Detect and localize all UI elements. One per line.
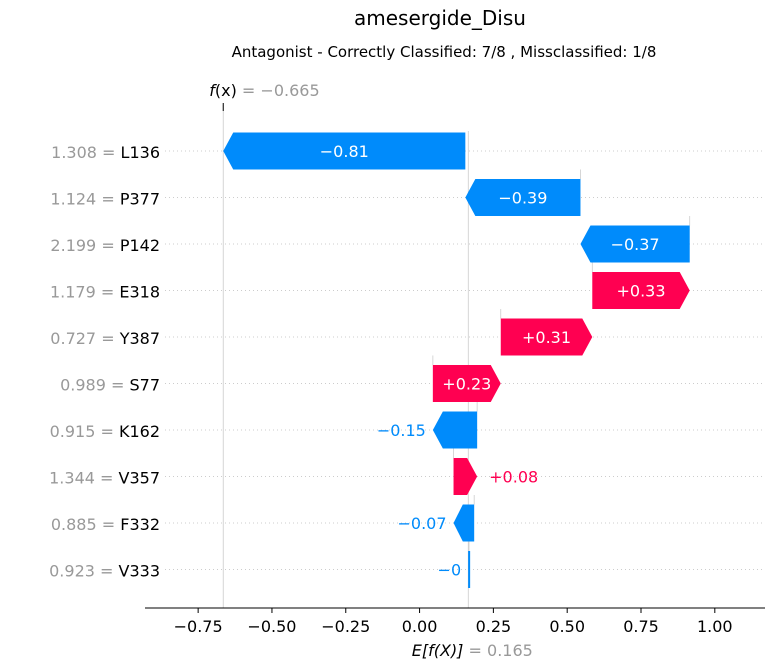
bar-V333 <box>468 551 471 588</box>
x-tick-label: 0.00 <box>402 617 438 636</box>
x-tick-label: −0.75 <box>174 617 223 636</box>
feature-name: S77 <box>129 376 160 395</box>
bar-Y387 <box>500 318 593 356</box>
feature-value: 0.885 = <box>51 515 120 534</box>
x-axis: −0.75 −0.50 −0.25 0.00 0.25 0.50 0.75 1.00 <box>145 607 765 636</box>
feature-name: V333 <box>119 562 160 581</box>
feature-label: 0.885 = F332 <box>51 515 160 534</box>
feature-label: 1.344 = V357 <box>49 469 160 488</box>
feature-name: K162 <box>119 422 160 441</box>
feature-label: 1.308 = L136 <box>51 143 160 162</box>
bar-P377 <box>465 179 581 216</box>
bar-S77 <box>432 365 501 402</box>
bar-K162 <box>432 411 478 449</box>
feature-labels: 1.308 = L136 1.124 = P377 2.199 = P142 1.17… <box>49 143 160 581</box>
feature-value: 2.199 = <box>50 236 119 255</box>
feature-label: 0.727 = Y387 <box>50 329 160 348</box>
bars-layer: −0.81 −0.39 −0.37 +0.33 +0.31 +0.23 −0.15 +0.08… <box>223 132 690 588</box>
feature-label: 2.199 = P142 <box>50 236 160 255</box>
bar-value-label: −0.07 <box>397 514 446 533</box>
bar-F332 <box>453 504 475 542</box>
bar-value-label: +0.33 <box>616 282 665 301</box>
feature-name: P142 <box>120 236 160 255</box>
fx-value: = −0.665 <box>242 81 320 100</box>
feature-value: 0.923 = <box>49 562 118 581</box>
efx-value: = 0.165 <box>469 641 533 660</box>
reference-labels: E[f(X)] = 0.165 f(x) = −0.665 <box>209 81 533 660</box>
bar-value-label: −0.81 <box>320 142 369 161</box>
feature-value: 1.179 = <box>50 283 119 302</box>
feature-label: 1.179 = E318 <box>50 283 160 302</box>
feature-name: P377 <box>120 190 160 209</box>
x-tick-label: −0.25 <box>321 617 370 636</box>
efx-symbol: E[f(X)] <box>412 641 469 660</box>
feature-name: V357 <box>119 469 160 488</box>
feature-label: 0.915 = K162 <box>50 422 160 441</box>
feature-value: 1.344 = <box>49 469 118 488</box>
bar-value-label: −0.37 <box>611 235 660 254</box>
x-tick-label: 0.25 <box>476 617 512 636</box>
bar-V357 <box>453 458 478 495</box>
x-tick-label: 0.75 <box>623 617 659 636</box>
chart-title: amesergide_Disu <box>354 6 526 30</box>
fx-label: f(x) = −0.665 <box>209 81 319 100</box>
bar-L136 <box>223 132 466 170</box>
bar-value-label: +0.23 <box>442 375 491 394</box>
feature-name: L136 <box>121 143 160 162</box>
feature-name: F332 <box>120 515 160 534</box>
fx-symbol-rest: (x) <box>215 81 242 100</box>
bar-value-label: +0.31 <box>522 328 571 347</box>
x-tick-label: −0.50 <box>247 617 296 636</box>
feature-label: 1.124 = P377 <box>50 190 160 209</box>
bar-value-label: +0.08 <box>489 468 538 487</box>
feature-value: 0.727 = <box>50 329 119 348</box>
feature-name: E318 <box>119 283 160 302</box>
chart-subtitle: Antagonist - Correctly Classified: 7/8 ,… <box>232 43 657 61</box>
bar-E318 <box>592 272 690 309</box>
feature-label: 0.989 = S77 <box>60 376 160 395</box>
feature-name: Y387 <box>119 329 160 348</box>
bar-value-label: −0 <box>438 561 462 580</box>
fx-symbol: f <box>209 81 217 100</box>
feature-value: 1.124 = <box>50 190 119 209</box>
feature-label: 0.923 = V333 <box>49 562 160 581</box>
feature-value: 0.989 = <box>60 376 129 395</box>
x-tick-label: 1.00 <box>697 617 733 636</box>
feature-value: 0.915 = <box>50 422 119 441</box>
feature-value: 1.308 = <box>51 143 120 162</box>
efx-label: E[f(X)] = 0.165 <box>412 641 533 660</box>
x-tick-label: 0.50 <box>549 617 585 636</box>
bar-value-label: −0.39 <box>498 189 547 208</box>
bar-P142 <box>580 225 690 263</box>
bar-value-label: −0.15 <box>377 421 426 440</box>
